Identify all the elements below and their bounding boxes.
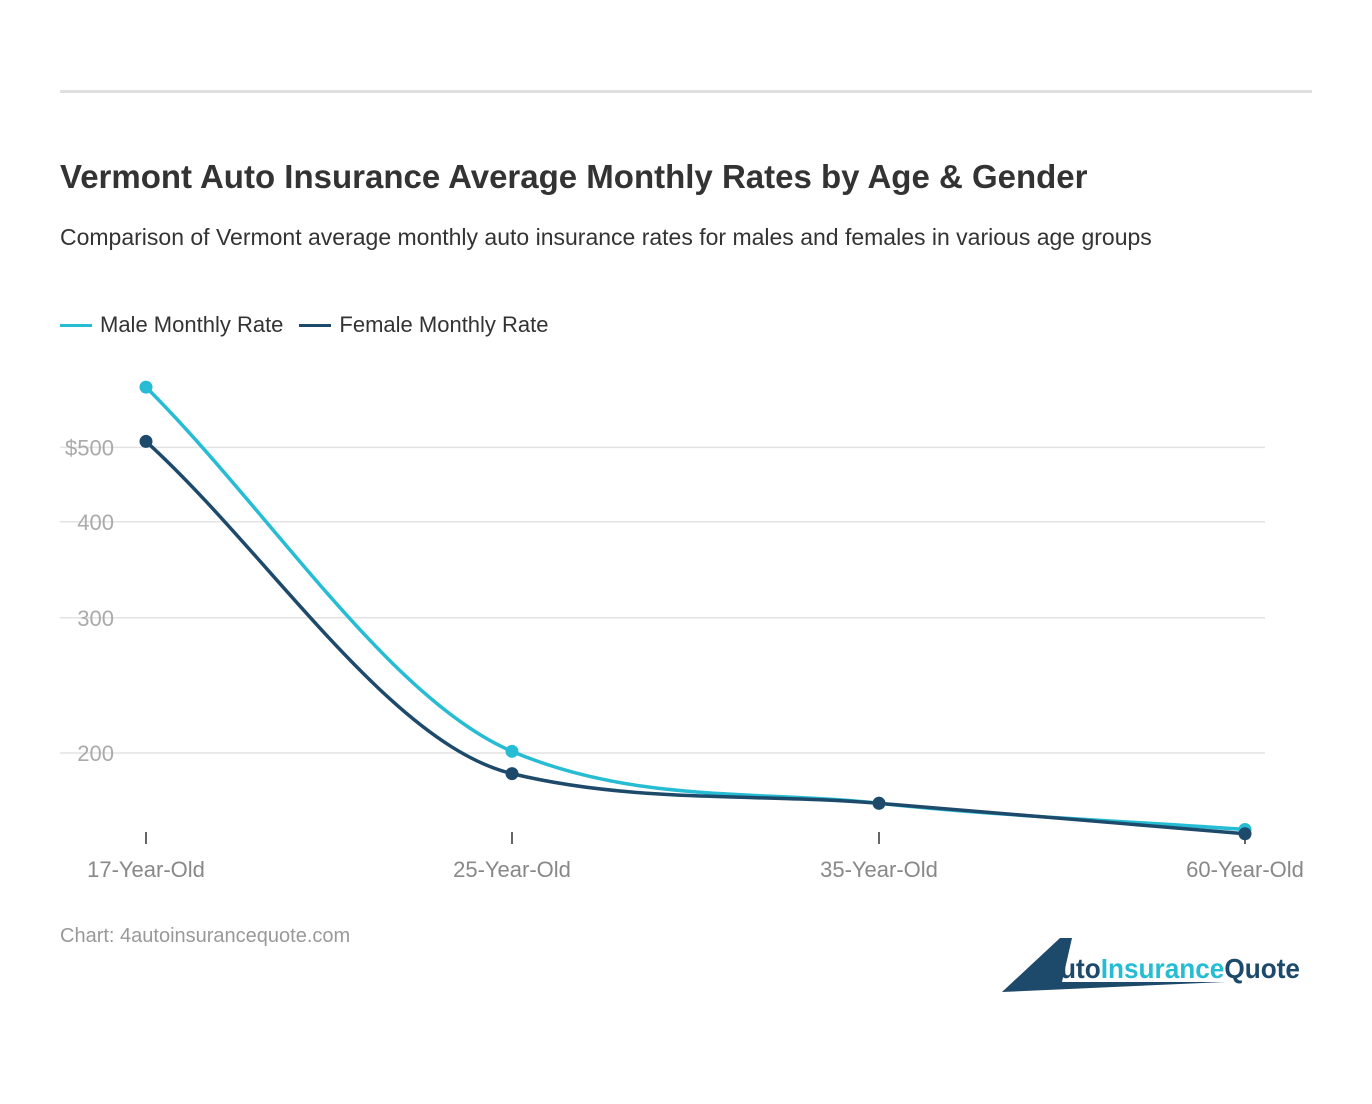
chart-subtitle: Comparison of Vermont average monthly au… (60, 224, 1152, 250)
y-tick-label: 400 (77, 510, 114, 535)
svg-text:utoInsuranceQuote: utoInsuranceQuote (1060, 953, 1300, 984)
legend-swatch (60, 323, 92, 327)
legend: Male Monthly Rate Female Monthly Rate (60, 312, 549, 338)
x-tick-label: 17-Year-Old (87, 857, 205, 882)
data-point-male[interactable] (505, 744, 519, 758)
chart-title: Vermont Auto Insurance Average Monthly R… (60, 158, 1088, 195)
chart-source: Chart: 4autoinsurancequote.com (60, 925, 351, 947)
data-point-female[interactable] (139, 434, 153, 448)
data-point-female[interactable] (872, 796, 886, 810)
series-line-male (144, 385, 1246, 832)
legend-swatch (299, 323, 332, 327)
data-point-male[interactable] (139, 380, 153, 394)
top-divider (60, 90, 1312, 93)
brand-logo: 4 utoInsuranceQuote (1002, 938, 1300, 992)
svg-text:4: 4 (1039, 952, 1057, 985)
data-point-female[interactable] (1238, 827, 1252, 841)
legend-item-female[interactable]: Female Monthly Rate (299, 312, 549, 338)
y-tick-label: 200 (77, 741, 114, 766)
legend-label: Female Monthly Rate (339, 312, 549, 337)
x-tick-label: 35-Year-Old (820, 857, 938, 882)
series-line-female (144, 440, 1246, 836)
x-tick-label: 60-Year-Old (1186, 857, 1304, 882)
legend-item-male[interactable]: Male Monthly Rate (60, 312, 283, 338)
x-tick-label: 25-Year-Old (453, 857, 571, 882)
data-point-female[interactable] (505, 767, 519, 781)
legend-label: Male Monthly Rate (100, 312, 284, 337)
y-tick-label: 300 (77, 606, 114, 631)
y-tick-label: $500 (65, 435, 114, 460)
